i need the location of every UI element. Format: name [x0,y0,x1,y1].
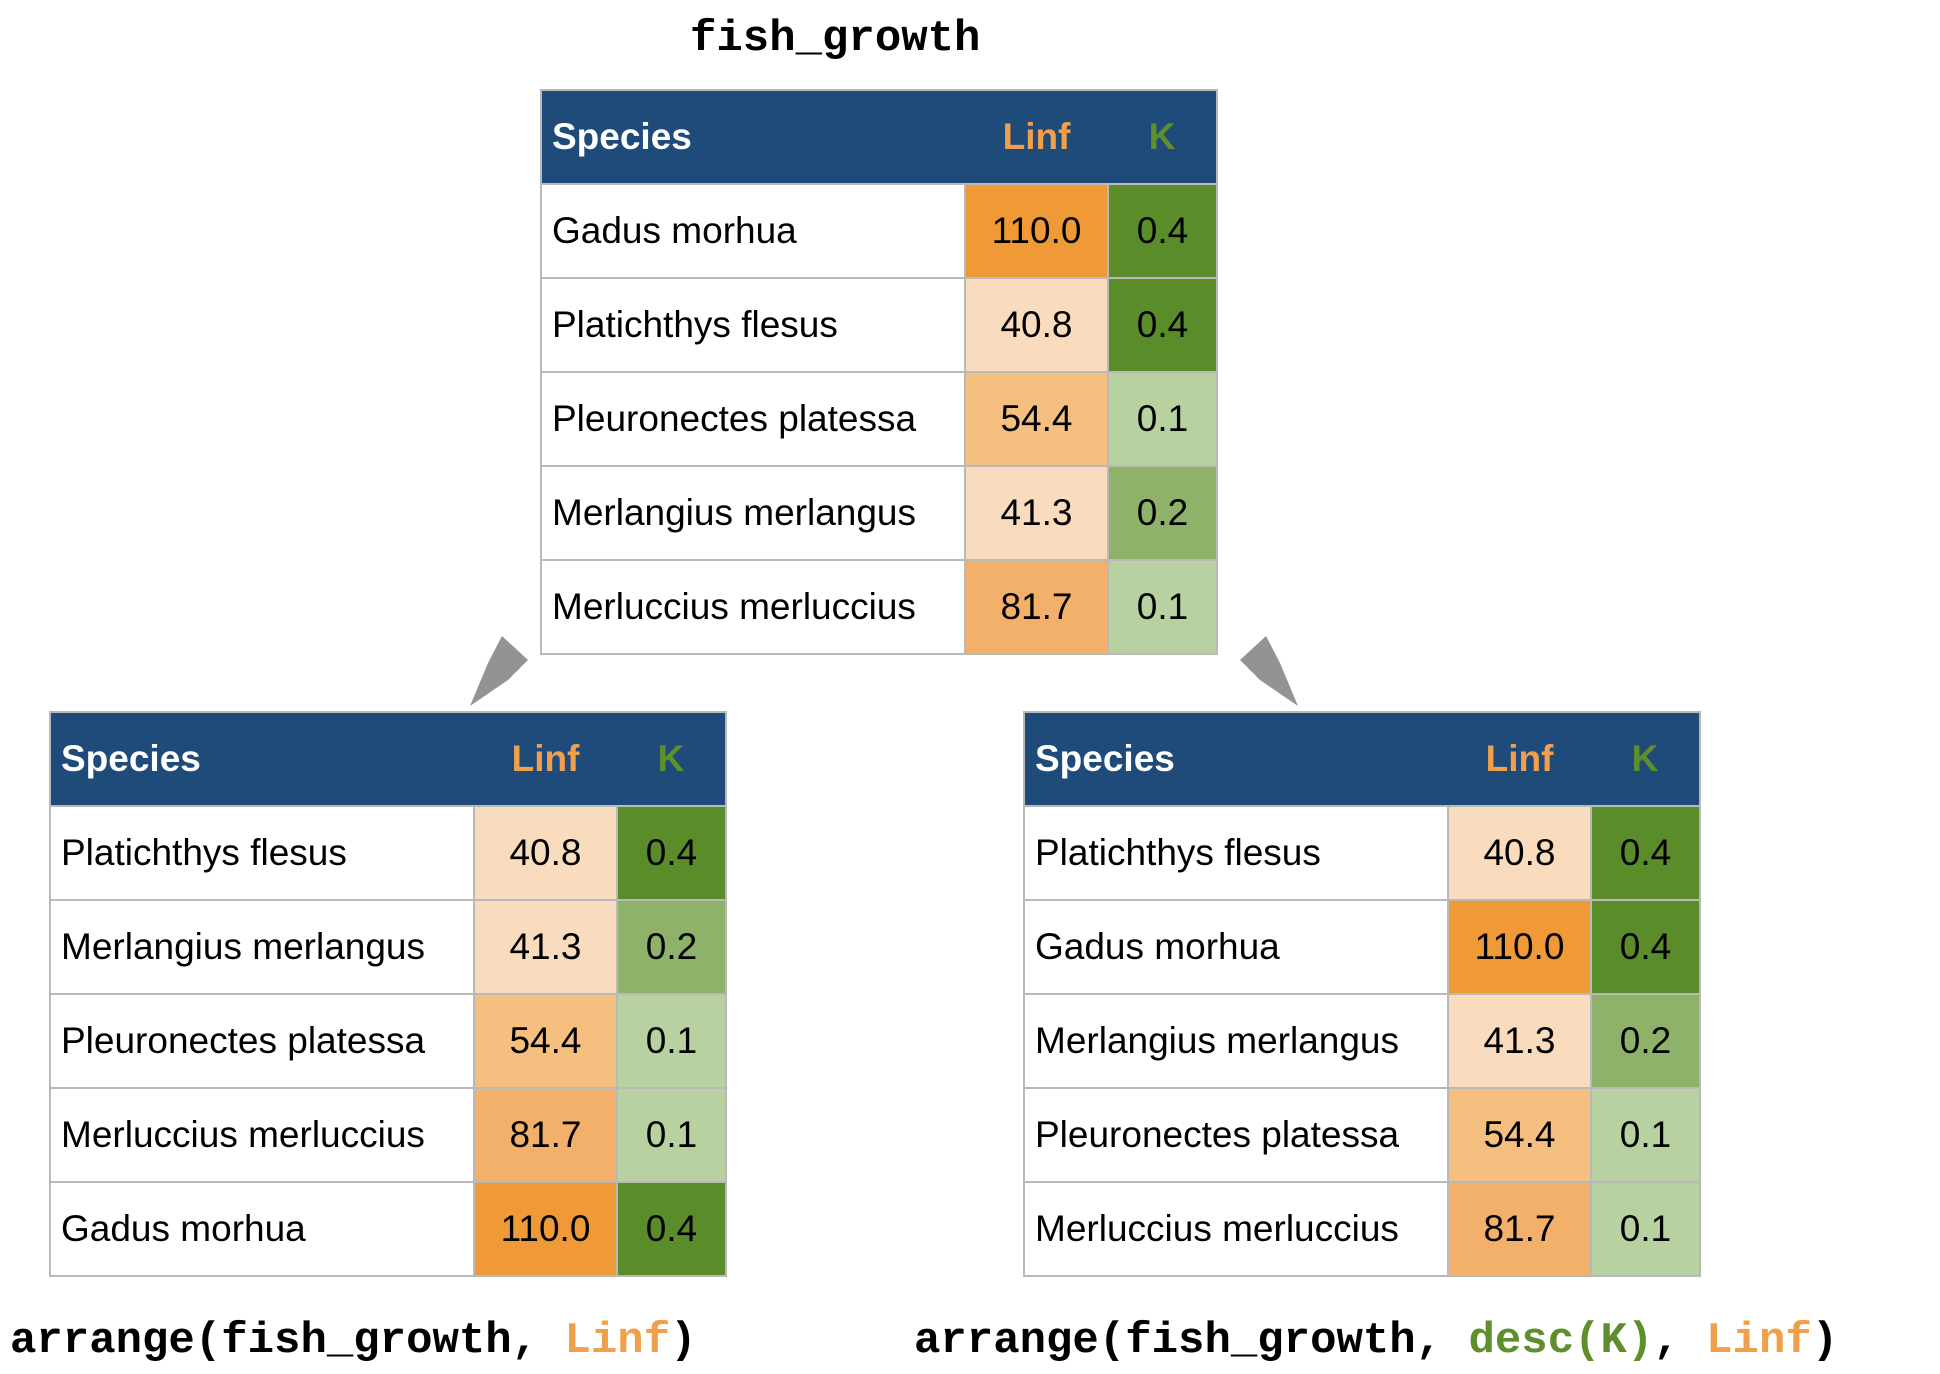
linf-cell: 41.3 [964,465,1109,561]
k-cell: 0.4 [616,805,727,901]
k-cell: 0.1 [1590,1181,1701,1277]
k-cell: 0.4 [616,1181,727,1277]
k-cell: 0.2 [1590,993,1701,1089]
linf-cell: 110.0 [964,183,1109,279]
caption-linf: Linf [1706,1316,1812,1366]
table-row: Gadus morhua 110.0 0.4 [1023,899,1701,995]
k-cell: 0.4 [1590,899,1701,995]
species-cell: Merluccius merluccius [49,1087,475,1183]
table-row: Gadus morhua 110.0 0.4 [540,183,1218,279]
k-cell: 0.4 [1107,183,1218,279]
table-header-row: Species Linf K [541,90,1217,184]
k-cell: 0.4 [1107,277,1218,373]
linf-cell: 81.7 [473,1087,618,1183]
species-cell: Gadus morhua [1023,899,1449,995]
species-cell: Merluccius merluccius [540,559,966,655]
linf-cell: 81.7 [964,559,1109,655]
linf-cell: 54.4 [473,993,618,1089]
species-cell: Gadus morhua [49,1181,475,1277]
linf-cell: 110.0 [473,1181,618,1277]
table-row: Pleuronectes platessa 54.4 0.1 [540,371,1218,467]
species-cell: Merluccius merluccius [1023,1181,1449,1277]
caption-arrange-linf: arrange(fish_growth, Linf) [10,1316,697,1366]
species-cell: Pleuronectes platessa [1023,1087,1449,1183]
table-original: Species Linf K Gadus morhua 110.0 0.4 Plati… [540,89,1218,655]
k-cell: 0.2 [616,899,727,995]
table-row: Pleuronectes platessa 54.4 0.1 [49,993,727,1089]
table-row: Gadus morhua 110.0 0.4 [49,1181,727,1277]
arrow-down-left-icon [470,636,528,706]
header-linf: Linf [1448,712,1591,806]
k-cell: 0.4 [1590,805,1701,901]
diagram-title: fish_growth [690,14,981,64]
linf-cell: 81.7 [1447,1181,1592,1277]
caption-desc-k: desc(K) [1468,1316,1654,1366]
caption-linf: Linf [564,1316,671,1366]
species-cell: Platichthys flesus [49,805,475,901]
header-linf: Linf [965,90,1108,184]
table-row: Merlangius merlangus 41.3 0.2 [1023,993,1701,1089]
table-row: Platichthys flesus 40.8 0.4 [540,277,1218,373]
k-cell: 0.1 [1107,371,1218,467]
table-row: Platichthys flesus 40.8 0.4 [1023,805,1701,901]
caption-suffix: ) [1811,1316,1839,1366]
caption-suffix: ) [670,1316,697,1366]
linf-cell: 54.4 [964,371,1109,467]
table-row: Merluccius merluccius 81.7 0.1 [49,1087,727,1183]
header-linf: Linf [474,712,617,806]
species-cell: Merlangius merlangus [49,899,475,995]
k-cell: 0.1 [616,993,727,1089]
table-row: Merlangius merlangus 41.3 0.2 [49,899,727,995]
table-header-row: Species Linf K [1024,712,1700,806]
header-species: Species [541,90,965,184]
species-cell: Merlangius merlangus [1023,993,1449,1089]
header-species: Species [1024,712,1448,806]
caption-prefix: arrange(fish_growth, [10,1316,565,1366]
species-cell: Platichthys flesus [1023,805,1449,901]
caption-arrange-desc-k-linf: arrange(fish_growth, desc(K), Linf) [914,1316,1838,1366]
k-cell: 0.2 [1107,465,1218,561]
linf-cell: 40.8 [473,805,618,901]
table-arrange-linf: Species Linf K Platichthys flesus 40.8 0.4… [49,711,727,1277]
linf-cell: 40.8 [1447,805,1592,901]
caption-sep: , [1653,1316,1707,1366]
species-cell: Platichthys flesus [540,277,966,373]
header-k: K [1591,712,1700,806]
caption-prefix: arrange(fish_growth, [914,1316,1469,1366]
k-cell: 0.1 [1107,559,1218,655]
table-row: Platichthys flesus 40.8 0.4 [49,805,727,901]
table-row: Merluccius merluccius 81.7 0.1 [540,559,1218,655]
arrow-down-right-icon [1240,636,1298,706]
linf-cell: 41.3 [1447,993,1592,1089]
header-species: Species [50,712,474,806]
species-cell: Merlangius merlangus [540,465,966,561]
k-cell: 0.1 [616,1087,727,1183]
species-cell: Gadus morhua [540,183,966,279]
table-row: Merluccius merluccius 81.7 0.1 [1023,1181,1701,1277]
k-cell: 0.1 [1590,1087,1701,1183]
linf-cell: 110.0 [1447,899,1592,995]
table-header-row: Species Linf K [50,712,726,806]
table-arrange-desc-k-linf: Species Linf K Platichthys flesus 40.8 0.4… [1023,711,1701,1277]
species-cell: Pleuronectes platessa [49,993,475,1089]
header-k: K [1108,90,1217,184]
species-cell: Pleuronectes platessa [540,371,966,467]
linf-cell: 54.4 [1447,1087,1592,1183]
header-k: K [617,712,726,806]
linf-cell: 41.3 [473,899,618,995]
table-row: Merlangius merlangus 41.3 0.2 [540,465,1218,561]
linf-cell: 40.8 [964,277,1109,373]
table-row: Pleuronectes platessa 54.4 0.1 [1023,1087,1701,1183]
